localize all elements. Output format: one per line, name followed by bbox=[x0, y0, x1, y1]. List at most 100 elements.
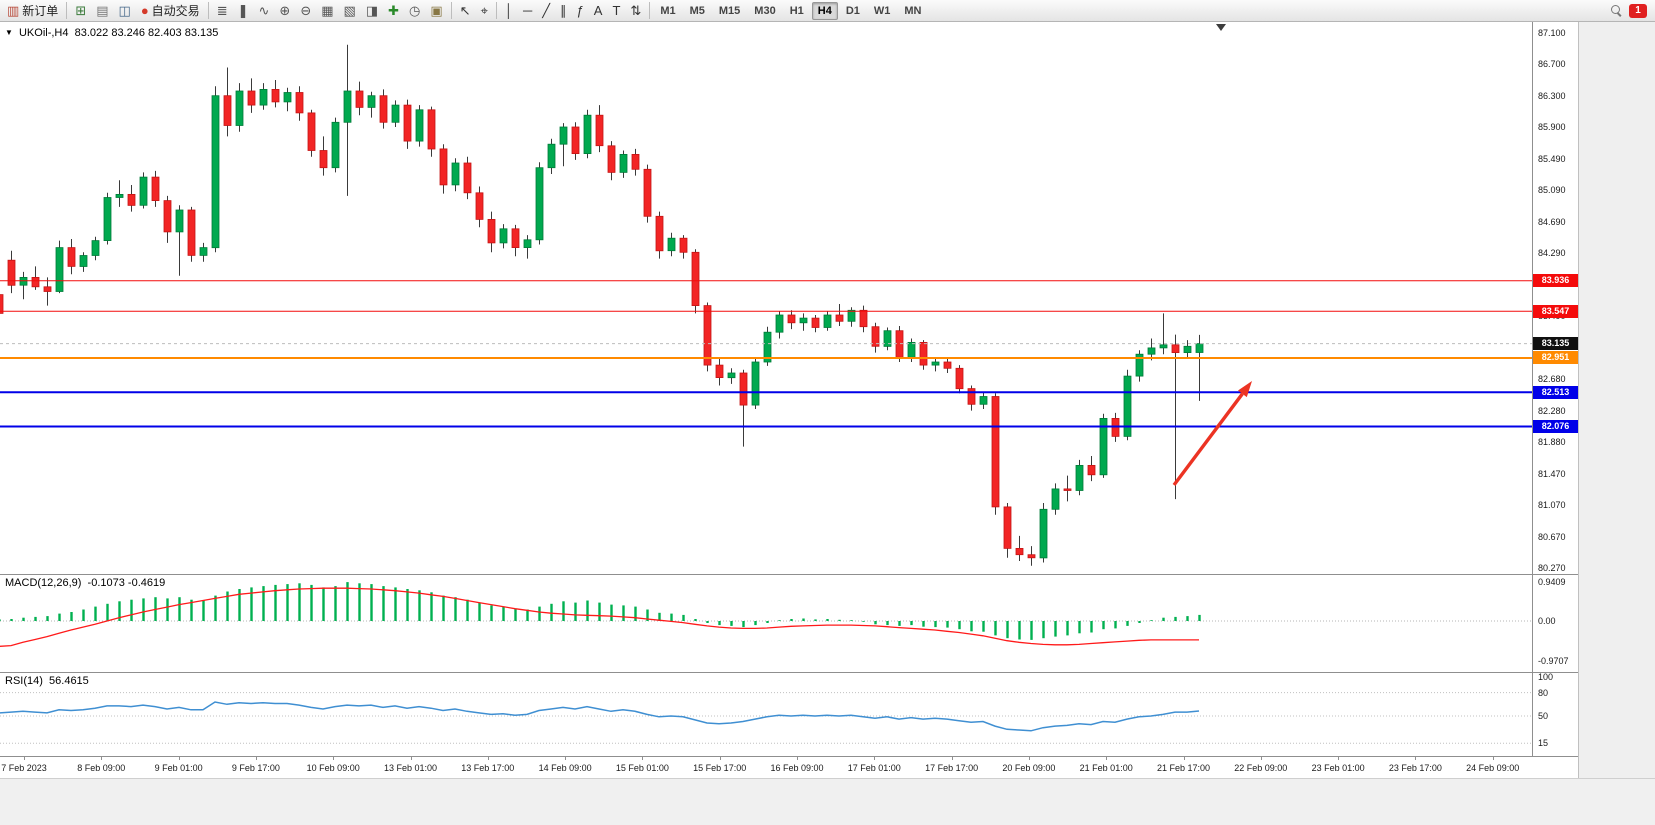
fibonacci-button[interactable]: ƒ bbox=[572, 0, 589, 21]
time-tick bbox=[719, 757, 721, 760]
arrange-windows-button[interactable]: ◨ bbox=[361, 0, 383, 21]
time-axis-label: 10 Feb 09:00 bbox=[306, 763, 360, 773]
price-scale-label: 86.700 bbox=[1538, 59, 1566, 70]
time-axis-label: 21 Feb 01:00 bbox=[1079, 763, 1133, 773]
vertical-line-button[interactable]: │ bbox=[500, 0, 518, 21]
text-button[interactable]: A bbox=[589, 0, 608, 21]
price-scale-label: 84.690 bbox=[1538, 216, 1566, 227]
chevron-down-icon[interactable]: ▼ bbox=[5, 28, 13, 37]
rsi-scale-label: 100 bbox=[1538, 672, 1554, 682]
time-axis-label: 21 Feb 17:00 bbox=[1156, 763, 1211, 773]
timeframe-m1-button[interactable]: M1 bbox=[654, 2, 681, 20]
timeframe-mn-button[interactable]: MN bbox=[898, 2, 927, 20]
time-axis-label: 15 Feb 17:00 bbox=[693, 763, 747, 773]
arrows-button[interactable]: ⇅ bbox=[625, 0, 646, 21]
candlestick-chart-button[interactable]: ❚ bbox=[233, 0, 254, 21]
time-tick bbox=[487, 757, 489, 760]
crosshair-icon: ⌖ bbox=[480, 3, 488, 18]
bar-chart-button[interactable]: ≣ bbox=[212, 0, 233, 21]
trendline-button[interactable]: ╱ bbox=[537, 0, 555, 21]
macd-scale-label: -0.9707 bbox=[1538, 655, 1569, 666]
timeframe-d1-button-label: D1 bbox=[845, 4, 860, 17]
tile-windows-icon: ▦ bbox=[321, 3, 334, 18]
macd-values: -0.1073 -0.4619 bbox=[87, 577, 166, 589]
time-tick bbox=[797, 757, 798, 760]
price-scale-label: 85.900 bbox=[1538, 121, 1566, 132]
time-tick bbox=[565, 757, 567, 760]
zoom-out-button[interactable]: ⊖ bbox=[295, 0, 316, 21]
time-tick bbox=[1492, 757, 1494, 760]
zoom-in-icon: ⊕ bbox=[279, 3, 291, 18]
label-icon: T bbox=[612, 3, 621, 18]
right-gutter bbox=[1578, 22, 1655, 778]
label-button[interactable]: T bbox=[607, 0, 625, 21]
bid-price-badge: 83.135 bbox=[1533, 337, 1578, 350]
macd-indicator-pane[interactable] bbox=[0, 575, 1532, 672]
periods-button[interactable]: ◷ bbox=[404, 0, 425, 21]
zoom-in-button[interactable]: ⊕ bbox=[274, 0, 295, 21]
arrange-windows-icon: ◨ bbox=[365, 3, 379, 18]
macd-histogram bbox=[0, 582, 1201, 640]
crosshair-button[interactable]: ⌖ bbox=[476, 0, 493, 21]
bottom-strip bbox=[0, 778, 1655, 825]
equidistant-channel-button[interactable]: ∥ bbox=[555, 0, 572, 21]
pane-splitter-macd-rsi[interactable] bbox=[0, 672, 1578, 673]
timeframe-m30-button[interactable]: M30 bbox=[748, 2, 781, 20]
fibonacci-icon: ƒ bbox=[576, 3, 584, 18]
time-tick bbox=[178, 757, 180, 760]
timeframe-h4-button[interactable]: H4 bbox=[811, 1, 838, 20]
time-axis-label: 7 Feb 2023 bbox=[1, 763, 47, 773]
add-indicator-button[interactable]: ✚ bbox=[383, 0, 404, 21]
market-watch-button[interactable]: ◫ bbox=[114, 0, 136, 21]
time-axis-label: 15 Feb 01:00 bbox=[615, 763, 669, 773]
price-chart[interactable] bbox=[0, 22, 1532, 574]
timeframe-m15-button-label: M15 bbox=[718, 4, 741, 17]
timeframe-w1-button[interactable]: W1 bbox=[868, 2, 897, 20]
time-axis-label: 17 Feb 17:00 bbox=[925, 763, 979, 773]
toolbar-buttons: ▥ 新订单 ⊞ ▤ ◫ ● 自动交易 ≣ ❚ ∿ ⊕ ⊖ ▦ ▧ ◨ ✚ ◷ ▣ ↖ ⌖ │ ─ ╱ ∥ ƒ A T ⇅ M1 M5 M15… bbox=[2, 0, 1611, 22]
rsi-indicator-pane[interactable] bbox=[0, 673, 1532, 756]
new-chart-button[interactable]: ⊞ bbox=[70, 0, 91, 21]
new-chart-icon: ⊞ bbox=[75, 3, 87, 18]
macd-scale-label: 0.9409 bbox=[1538, 577, 1566, 588]
cascade-windows-button[interactable]: ▧ bbox=[339, 0, 361, 21]
time-axis-label: 20 Feb 09:00 bbox=[1002, 763, 1056, 773]
horizontal-line-icon: ─ bbox=[523, 3, 533, 18]
toolbar-right: 1 bbox=[1611, 3, 1653, 18]
time-axis-label: 14 Feb 09:00 bbox=[538, 763, 592, 773]
timeframe-m15-button[interactable]: M15 bbox=[713, 2, 746, 20]
time-tick bbox=[1260, 757, 1262, 760]
price-scale-label: 82.680 bbox=[1538, 374, 1566, 385]
time-axis[interactable]: 7 Feb 2023 8 Feb 09:00 9 Feb 01:00 9 Feb 17… bbox=[0, 756, 1578, 778]
time-tick bbox=[333, 757, 335, 760]
horizontal-line-button[interactable]: ─ bbox=[518, 0, 537, 21]
trend-arrow-annotation[interactable] bbox=[1172, 381, 1252, 487]
price-scale-label: 87.100 bbox=[1538, 28, 1566, 38]
chart-shift-marker-icon[interactable] bbox=[1216, 24, 1226, 31]
profiles-button[interactable]: ▤ bbox=[91, 0, 113, 21]
cursor-button[interactable]: ↖ bbox=[455, 0, 476, 21]
toolbar: ▥ 新订单 ⊞ ▤ ◫ ● 自动交易 ≣ ❚ ∿ ⊕ ⊖ ▦ ▧ ◨ ✚ ◷ ▣ ↖ ⌖ │ ─ ╱ ∥ ƒ A T ⇅ M1 M5 M15… bbox=[0, 0, 1655, 22]
notification-badge[interactable]: 1 bbox=[1629, 3, 1647, 18]
time-axis-label: 17 Feb 01:00 bbox=[847, 763, 901, 773]
templates-button[interactable]: ▣ bbox=[425, 0, 447, 21]
new-order-button[interactable]: ▥ 新订单 bbox=[2, 0, 63, 21]
price-axis[interactable]: 87.100 86.700 86.300 85.900 85.490 85.090 84.6… bbox=[1532, 22, 1578, 756]
time-tick bbox=[951, 757, 953, 760]
timeframe-h1-button[interactable]: H1 bbox=[784, 2, 810, 20]
timeframe-m5-button[interactable]: M5 bbox=[684, 2, 711, 20]
time-axis-label: 9 Feb 17:00 bbox=[231, 763, 280, 773]
time-axis-label: 9 Feb 01:00 bbox=[154, 763, 203, 773]
time-tick bbox=[1028, 757, 1030, 760]
pane-splitter-main-macd[interactable] bbox=[0, 574, 1578, 575]
auto-trading-button[interactable]: ● 自动交易 bbox=[136, 0, 205, 21]
tile-windows-button[interactable]: ▦ bbox=[316, 0, 338, 21]
line-chart-button[interactable]: ∿ bbox=[254, 0, 275, 21]
timeframe-d1-button[interactable]: D1 bbox=[840, 2, 866, 20]
timeframe-m30-button-label: M30 bbox=[754, 4, 776, 17]
symbol-timeframe-label: UKOil-,H4 bbox=[18, 27, 69, 39]
arrows-icon: ⇅ bbox=[630, 3, 642, 18]
time-axis-label: 13 Feb 17:00 bbox=[461, 763, 515, 773]
auto-trading-icon: ● bbox=[140, 3, 149, 18]
search-icon[interactable] bbox=[1611, 4, 1623, 17]
